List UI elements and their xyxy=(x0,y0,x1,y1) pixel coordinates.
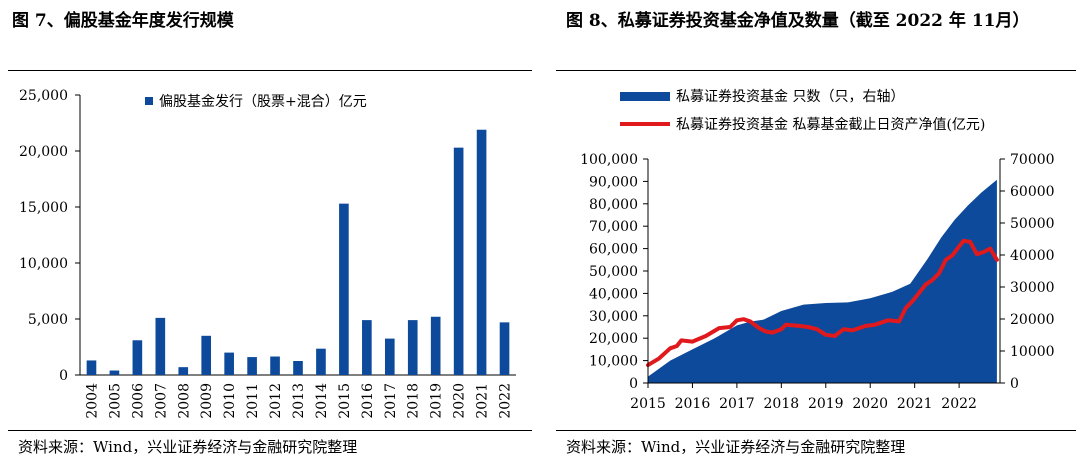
left-figure-title: 图 7、偏股基金年度发行规模 xyxy=(12,11,234,31)
left-y-tick-label: 0 xyxy=(59,368,68,384)
left-x-tick-label: 2004 xyxy=(84,383,100,419)
left-bar xyxy=(453,147,464,375)
left-bar xyxy=(132,340,143,375)
right-right-tick-label: 10000 xyxy=(1010,344,1055,360)
left-source-note: 资料来源：Wind，兴业证券经济与金融研究院整理 xyxy=(18,438,358,456)
left-x-tick-label: 2020 xyxy=(452,383,468,419)
left-x-tick-label: 2017 xyxy=(383,383,399,419)
left-x-tick-label: 2015 xyxy=(337,383,353,419)
left-x-tick-label: 2006 xyxy=(130,383,146,419)
left-bar xyxy=(109,370,120,375)
right-line-net-asset xyxy=(646,238,999,368)
left-x-tick-label: 2018 xyxy=(406,383,422,419)
right-right-tick-label: 50000 xyxy=(1010,216,1055,232)
right-right-tick-label: 40000 xyxy=(1010,248,1055,264)
right-title-rule xyxy=(556,70,1076,71)
left-x-tick-label: 2013 xyxy=(291,383,307,419)
left-bar xyxy=(430,316,441,375)
right-legend-swatch-area xyxy=(620,92,670,101)
right-figure-title: 图 8、私募证券投资基金净值及数量（截至 2022 年 11月） xyxy=(566,11,1030,31)
left-x-tick-label: 2010 xyxy=(222,383,238,419)
left-bar xyxy=(499,322,510,375)
left-bar xyxy=(293,361,303,375)
right-left-tick-label: 40,000 xyxy=(589,286,638,302)
right-left-tick-label: 90,000 xyxy=(589,174,638,190)
left-legend-label: 偏股基金发行（股票+混合）亿元 xyxy=(159,93,367,110)
right-legend-label-area: 私募证券投资基金 只数（只，右轴） xyxy=(676,88,904,105)
left-x-tick-label: 2011 xyxy=(245,383,261,419)
right-x-tick-label: 2016 xyxy=(675,396,711,412)
left-bar xyxy=(476,129,487,375)
left-x-tick-label: 2007 xyxy=(153,383,169,419)
right-area-fund-count xyxy=(648,179,997,383)
right-x-tick-label: 2015 xyxy=(630,396,666,412)
left-y-tick-label: 25,000 xyxy=(19,88,68,104)
right-left-tick-label: 20,000 xyxy=(589,331,638,347)
right-combo-chart: 0 10,000 20,000 30,000 40,000 50,000 60,000 70,… xyxy=(580,88,1055,412)
right-left-tick-label: 70,000 xyxy=(589,219,638,235)
right-figure: 图 8、私募证券投资基金净值及数量（截至 2022 年 11月） 0 10,000… xyxy=(548,0,1080,462)
right-right-tick-label: 0 xyxy=(1010,376,1019,392)
left-source-rule xyxy=(8,430,532,431)
right-right-tick-label: 30000 xyxy=(1010,280,1055,296)
right-x-tick-label: 2020 xyxy=(852,396,888,412)
left-x-tick-label: 2014 xyxy=(314,383,330,419)
right-left-tick-label: 30,000 xyxy=(589,309,638,325)
right-source-note: 资料来源：Wind，兴业证券经济与金融研究院整理 xyxy=(566,438,906,456)
left-bar xyxy=(224,352,234,375)
left-y-tick-label: 20,000 xyxy=(19,144,68,160)
left-bar-chart: 0 5,000 10,000 15,000 20,000 25,000 2004 2005 20… xyxy=(19,88,516,419)
left-x-tick-label: 2019 xyxy=(429,383,445,419)
right-left-tick-label: 60,000 xyxy=(589,242,638,258)
left-x-tick-label: 2009 xyxy=(199,383,215,419)
left-bar xyxy=(407,320,418,375)
left-figure: 图 7、偏股基金年度发行规模 0 5,000 10,000 15,000 20,000 2… xyxy=(8,11,532,456)
left-bar xyxy=(201,335,212,375)
right-right-tick-label: 70000 xyxy=(1010,152,1055,168)
left-bar xyxy=(384,338,395,375)
left-legend-swatch xyxy=(145,97,153,105)
right-source-rule xyxy=(556,430,1076,431)
right-x-tick-label: 2021 xyxy=(897,396,933,412)
left-title-rule xyxy=(8,70,532,71)
right-left-tick-label: 100,000 xyxy=(580,152,638,168)
left-bar xyxy=(270,356,280,375)
right-x-tick-label: 2018 xyxy=(764,396,800,412)
left-y-tick-label: 10,000 xyxy=(19,256,68,272)
left-bar xyxy=(316,348,326,375)
left-x-tick-label: 2005 xyxy=(107,383,123,419)
right-right-tick-label: 20000 xyxy=(1010,312,1055,328)
left-bar xyxy=(362,320,372,375)
right-x-tick-label: 2017 xyxy=(719,396,755,412)
left-bar xyxy=(247,357,257,375)
right-x-tick-label: 2019 xyxy=(808,396,844,412)
left-y-tick-label: 5,000 xyxy=(28,312,68,328)
left-x-tick-label: 2021 xyxy=(475,383,491,419)
right-left-tick-label: 50,000 xyxy=(589,264,638,280)
right-x-tick-label: 2022 xyxy=(941,396,977,412)
left-bar xyxy=(178,367,189,375)
left-bar xyxy=(155,317,166,375)
left-bar xyxy=(339,203,349,375)
right-left-tick-label: 80,000 xyxy=(589,197,638,213)
left-x-tick-label: 2022 xyxy=(498,383,514,419)
right-legend-label-line: 私募证券投资基金 私募基金截止日资产净值(亿元) xyxy=(676,116,985,133)
left-y-tick-label: 15,000 xyxy=(19,200,68,216)
left-x-tick-label: 2016 xyxy=(360,383,376,419)
left-bar xyxy=(86,360,97,375)
right-left-tick-label: 0 xyxy=(629,376,638,392)
right-right-tick-label: 60000 xyxy=(1010,184,1055,200)
left-x-tick-label: 2012 xyxy=(268,383,284,419)
left-x-tick-label: 2008 xyxy=(176,383,192,419)
right-left-tick-label: 10,000 xyxy=(589,354,638,370)
